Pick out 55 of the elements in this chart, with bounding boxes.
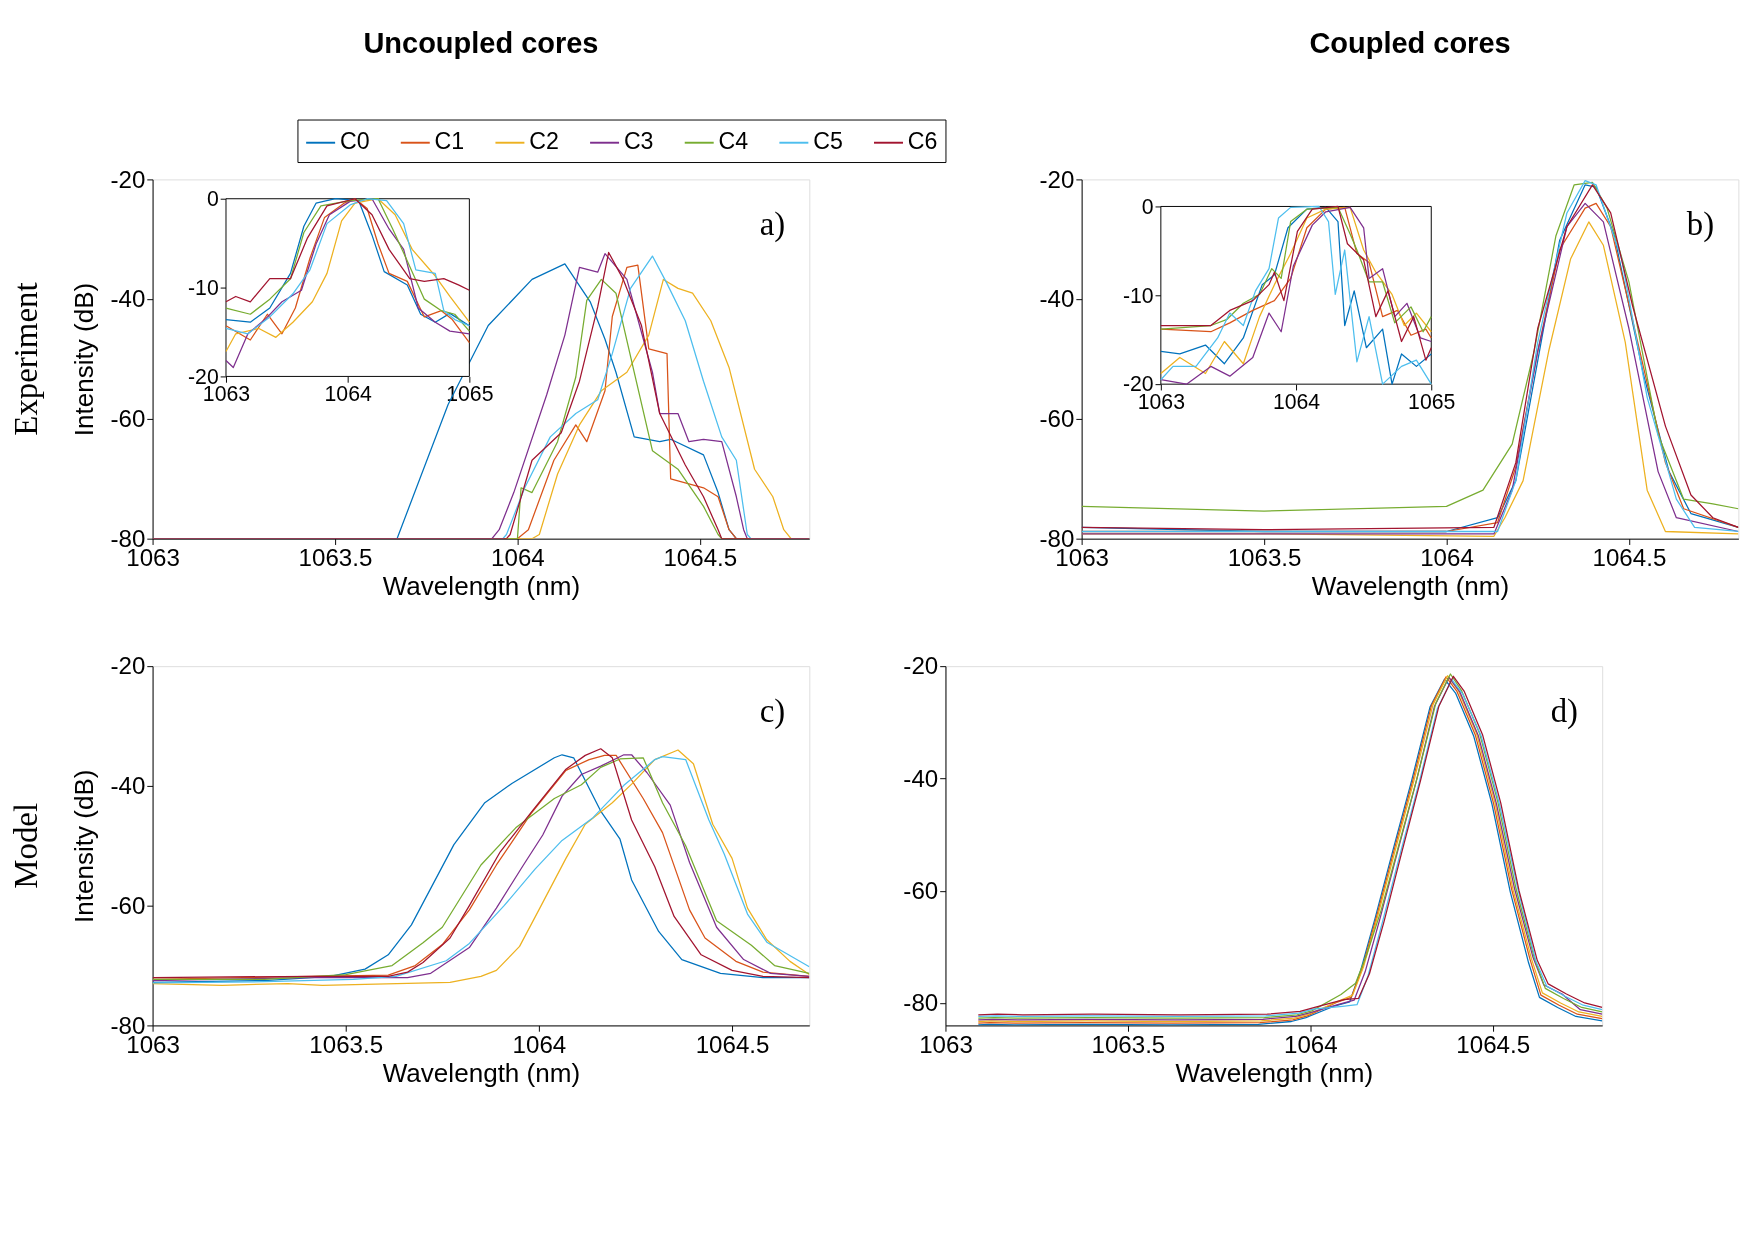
line-series	[225, 198, 470, 303]
x-tick-label: 1064	[491, 544, 545, 572]
legend-label: C4	[718, 128, 749, 155]
x-tick-label: 1065	[1408, 389, 1456, 414]
x-tick-label: 1063	[919, 1030, 973, 1058]
annotation: b)	[1686, 206, 1715, 244]
chart-title: Coupled cores	[1309, 26, 1511, 59]
y-tick-label: -80	[903, 989, 939, 1017]
legend-label: C5	[813, 128, 843, 155]
x-tick-label: 1064	[1272, 389, 1321, 414]
y-tick-label: -60	[903, 876, 939, 904]
x-tick-label: 1063.5	[1227, 544, 1302, 572]
y-tick-label: -20	[903, 652, 939, 680]
x-tick-label: 1064	[324, 382, 372, 407]
x-tick-label: 1064.5	[1456, 1030, 1531, 1058]
legend-label: C3	[623, 128, 654, 155]
text: Experiment	[7, 282, 44, 436]
y-tick-label: -60	[110, 405, 146, 433]
y-tick-label: -20	[110, 165, 146, 193]
y-axis-title: Intensity (dB)	[69, 769, 100, 924]
x-axis-title: Wavelength (nm)	[382, 1057, 581, 1088]
text: Model	[7, 802, 44, 889]
y-tick-label: -10	[188, 275, 219, 300]
legend-label: C6	[907, 128, 938, 155]
annotation: d)	[1550, 693, 1579, 731]
x-tick-label: 1064	[1283, 1030, 1338, 1058]
y-tick-label: -10	[1122, 283, 1154, 308]
x-tick-label: 1063.5	[1091, 1030, 1166, 1058]
y-tick-label: -40	[110, 285, 146, 313]
y-tick-label: -60	[110, 891, 146, 919]
x-tick-label: 1064.5	[1592, 544, 1667, 572]
y-tick-label: -20	[1039, 165, 1075, 193]
y-tick-label: -40	[903, 764, 939, 792]
x-tick-label: 1064	[1420, 544, 1474, 572]
x-axis-title: Wavelength (nm)	[1175, 1057, 1374, 1088]
x-axis-title: Wavelength (nm)	[1311, 571, 1510, 602]
annotation: c)	[759, 693, 786, 731]
legend-label: C0	[339, 128, 370, 155]
x-tick-label: 1063.5	[298, 544, 373, 572]
x-tick-label: 1064	[512, 1030, 567, 1058]
legend-label: C2	[529, 128, 559, 155]
chart-title: Uncoupled cores	[363, 26, 599, 59]
legend-label: C1	[434, 128, 465, 155]
x-axis-title: Wavelength (nm)	[382, 571, 581, 602]
annotation: a)	[759, 206, 786, 244]
x-tick-label: 1064.5	[663, 544, 738, 572]
y-tick-label: -20	[110, 652, 146, 680]
y-tick-label: -40	[1039, 285, 1075, 313]
x-tick-label: 1063.5	[309, 1030, 384, 1058]
y-tick-label: -40	[110, 772, 146, 800]
y-axis-title: Intensity (dB)	[69, 282, 100, 437]
x-tick-label: 1064.5	[695, 1030, 770, 1058]
y-tick-label: 0	[206, 186, 219, 211]
y-tick-label: -60	[1039, 405, 1075, 433]
y-tick-label: 0	[1141, 194, 1154, 219]
